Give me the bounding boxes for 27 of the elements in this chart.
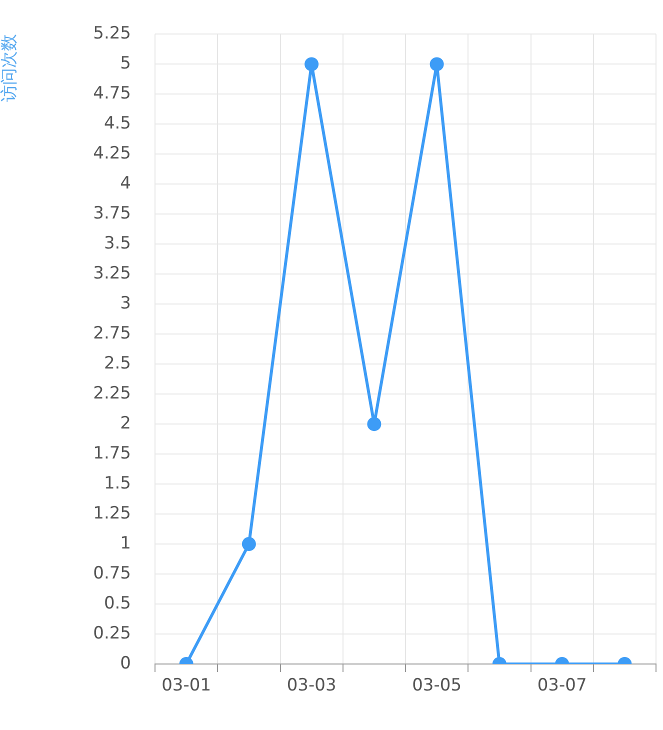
y-tick-label: 1.25: [93, 503, 131, 524]
y-tick-label: 1.5: [104, 473, 131, 494]
y-tick-label: 2.25: [93, 384, 131, 404]
y-tick-label: 1: [120, 533, 131, 554]
x-tick-label: 03-03: [286, 676, 336, 696]
y-tick-label: 0.5: [104, 593, 131, 614]
x-tick-label: 03-05: [412, 676, 462, 696]
y-tick-label: 0.75: [93, 563, 131, 584]
y-tick-label: 5: [120, 54, 131, 74]
y-tick-label: 1.75: [93, 443, 131, 464]
y-tick-label: 0.25: [93, 623, 131, 644]
x-tick-label: 03-07: [537, 676, 587, 696]
y-tick-label: 5.25: [93, 24, 131, 44]
y-tick-label: 0: [120, 653, 131, 674]
y-axis-title: 访问次数: [0, 34, 20, 102]
y-tick-label: 4: [120, 174, 131, 194]
y-tick-label: 2: [120, 414, 131, 434]
y-tick-label: 4.25: [93, 144, 131, 164]
x-tick-label: 03-01: [162, 676, 212, 696]
y-tick-label: 2.75: [93, 324, 131, 344]
y-tick-label: 4.5: [104, 114, 131, 134]
y-tick-label: 3.25: [93, 264, 131, 284]
y-tick-label: 3.75: [93, 204, 131, 224]
y-tick-label: 3: [120, 294, 131, 314]
y-tick-label: 3.5: [104, 234, 131, 254]
y-tick-label: 2.5: [104, 354, 131, 374]
y-tick-label: 4.75: [93, 84, 131, 104]
